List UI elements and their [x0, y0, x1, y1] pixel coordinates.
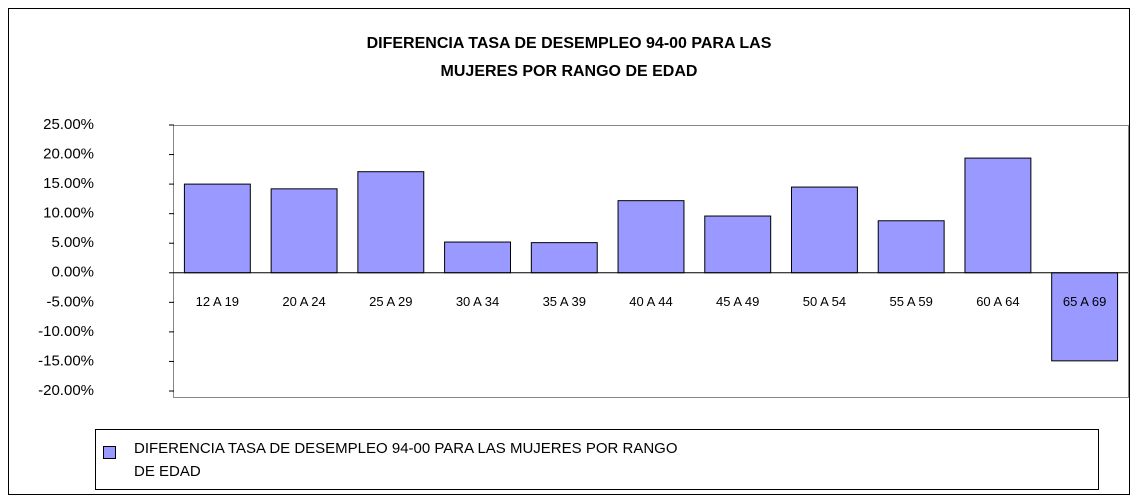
bar: [183, 183, 251, 274]
x-tick-label: 40 A 44: [629, 293, 673, 309]
y-tick-label: 20.00%: [43, 146, 94, 163]
y-tick-label: -5.00%: [46, 293, 94, 310]
bar: [704, 215, 772, 274]
bar: [270, 188, 338, 274]
chart-title: DIFERENCIA TASA DE DESEMPLEO 94-00 PARA …: [366, 35, 772, 80]
y-tick-label: 15.00%: [43, 175, 94, 192]
y-tick-label: 25.00%: [43, 116, 94, 133]
bar: [357, 171, 425, 274]
y-tick-label: 10.00%: [43, 205, 94, 222]
x-tick-label: 50 A 54: [802, 293, 847, 309]
y-tick-label: -10.00%: [38, 323, 94, 340]
x-tick-label: 60 A 64: [976, 293, 1020, 309]
x-tick-label: 35 A 39: [542, 293, 586, 309]
bar: [964, 157, 1032, 274]
plot-border: [173, 125, 1129, 398]
legend-swatch: [103, 446, 116, 459]
x-tick-label: 65 A 69: [1062, 293, 1107, 309]
bar: [790, 186, 858, 274]
x-tick-label: 45 A 49: [716, 293, 760, 309]
bar: [1051, 272, 1119, 362]
x-tick-label: 55 A 59: [889, 293, 933, 309]
bar: [530, 242, 598, 274]
bar: [444, 241, 512, 274]
x-tick-label: 30 A 34: [455, 293, 500, 309]
legend-label: DIFERENCIA TASA DE DESEMPLEO 94-00 PARA …: [134, 440, 678, 480]
y-tick-label: 0.00%: [51, 264, 94, 281]
bar: [617, 200, 685, 274]
x-tick-label: 12 A 19: [195, 293, 240, 309]
y-tick-label: -15.00%: [38, 352, 94, 369]
x-tick-label: 20 A 24: [282, 293, 326, 309]
x-tick-label: 25 A 29: [369, 293, 413, 309]
y-tick-label: -20.00%: [38, 382, 94, 399]
chart-title-wrap: DIFERENCIA TASA DE DESEMPLEO 94-00 PARA …: [0, 30, 1138, 86]
bar: [877, 220, 945, 274]
legend-box: [95, 429, 1099, 490]
y-tick-label: 5.00%: [51, 234, 94, 251]
